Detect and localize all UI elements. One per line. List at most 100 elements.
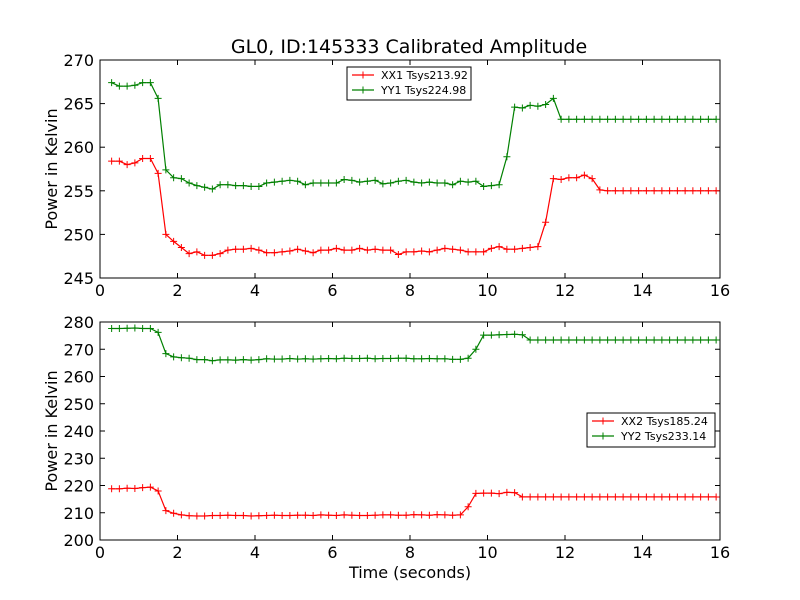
data-point <box>402 176 410 184</box>
data-point <box>278 248 286 256</box>
data-point <box>325 511 333 519</box>
data-point <box>232 182 240 190</box>
data-point <box>495 490 503 498</box>
y-tick-label: 270 <box>63 51 94 70</box>
data-point <box>557 493 565 501</box>
data-point <box>162 166 170 174</box>
data-point <box>449 511 457 519</box>
x-tick-label: 6 <box>327 543 337 562</box>
x-tick-label: 4 <box>250 281 260 300</box>
data-point <box>193 356 201 364</box>
data-point <box>115 82 123 90</box>
legend-box <box>586 412 716 448</box>
data-point <box>170 353 178 361</box>
data-point <box>270 178 278 186</box>
data-point <box>193 512 201 520</box>
data-point <box>712 336 720 344</box>
data-point <box>402 248 410 256</box>
data-point <box>356 355 364 363</box>
data-point <box>232 245 240 253</box>
y-tick-label: 230 <box>63 449 94 468</box>
data-point <box>650 187 658 195</box>
legend-label: YY1 Tsys224.98 <box>380 84 466 97</box>
y-axis-label: Power in Kelvin <box>42 370 61 491</box>
data-point <box>193 182 201 190</box>
data-point <box>325 246 333 254</box>
data-point <box>704 336 712 344</box>
data-point <box>619 493 627 501</box>
y-tick-label: 260 <box>63 368 94 387</box>
data-point <box>278 177 286 185</box>
data-point <box>286 176 294 184</box>
data-point <box>177 175 185 183</box>
data-point <box>658 493 666 501</box>
data-point <box>534 336 542 344</box>
data-point <box>294 511 302 519</box>
data-point <box>363 511 371 519</box>
data-point <box>681 493 689 501</box>
data-point <box>433 246 441 254</box>
data-point <box>325 179 333 187</box>
data-point <box>410 511 418 519</box>
data-point <box>239 511 247 519</box>
data-point <box>658 336 666 344</box>
y-tick-label: 260 <box>63 138 94 157</box>
data-point <box>216 356 224 364</box>
data-point <box>379 180 387 188</box>
data-point <box>371 176 379 184</box>
data-point <box>301 181 309 189</box>
data-point <box>146 325 154 333</box>
data-point <box>247 512 255 520</box>
data-point <box>317 355 325 363</box>
data-point <box>511 245 519 253</box>
data-point <box>340 511 348 519</box>
legend-marker <box>599 417 607 425</box>
data-point <box>456 246 464 254</box>
data-point <box>239 182 247 190</box>
series-line-xx1 <box>111 157 717 256</box>
x-tick-label: 4 <box>250 543 260 562</box>
data-point <box>224 356 232 364</box>
data-point <box>317 179 325 187</box>
data-point <box>394 511 402 519</box>
data-point <box>604 187 612 195</box>
data-point <box>689 187 697 195</box>
data-point <box>185 512 193 520</box>
x-tick-label: 14 <box>632 543 652 562</box>
data-point <box>456 177 464 185</box>
data-point <box>503 153 511 161</box>
data-point <box>162 350 170 358</box>
data-point <box>635 115 643 123</box>
data-point <box>317 511 325 519</box>
data-point <box>170 509 178 517</box>
data-point <box>224 181 232 189</box>
data-point <box>363 177 371 185</box>
y-tick-label: 265 <box>63 95 94 114</box>
data-point <box>503 488 511 496</box>
data-point <box>123 82 131 90</box>
data-point <box>356 178 364 186</box>
x-tick-label: 12 <box>555 543 575 562</box>
data-point <box>673 115 681 123</box>
data-point <box>549 175 557 183</box>
data-point <box>433 511 441 519</box>
data-point <box>611 187 619 195</box>
data-point <box>394 250 402 258</box>
x-tick-label: 14 <box>632 281 652 300</box>
data-point <box>526 336 534 344</box>
data-point <box>224 246 232 254</box>
data-point <box>650 336 658 344</box>
data-point <box>480 489 488 497</box>
data-point <box>518 244 526 252</box>
data-point <box>588 115 596 123</box>
data-point <box>410 248 418 256</box>
data-point <box>224 511 232 519</box>
data-point <box>115 325 123 333</box>
data-point <box>658 187 666 195</box>
data-point <box>216 250 224 258</box>
data-point <box>379 355 387 363</box>
data-point <box>108 79 116 87</box>
legend: XX2 Tsys185.24 YY2 Tsys233.14 <box>586 412 716 448</box>
data-point <box>518 331 526 339</box>
bottom-panel: 0 2 4 6 8 10 12 14 16 200 210 220 230 240 250 260 270 280… <box>42 313 730 562</box>
